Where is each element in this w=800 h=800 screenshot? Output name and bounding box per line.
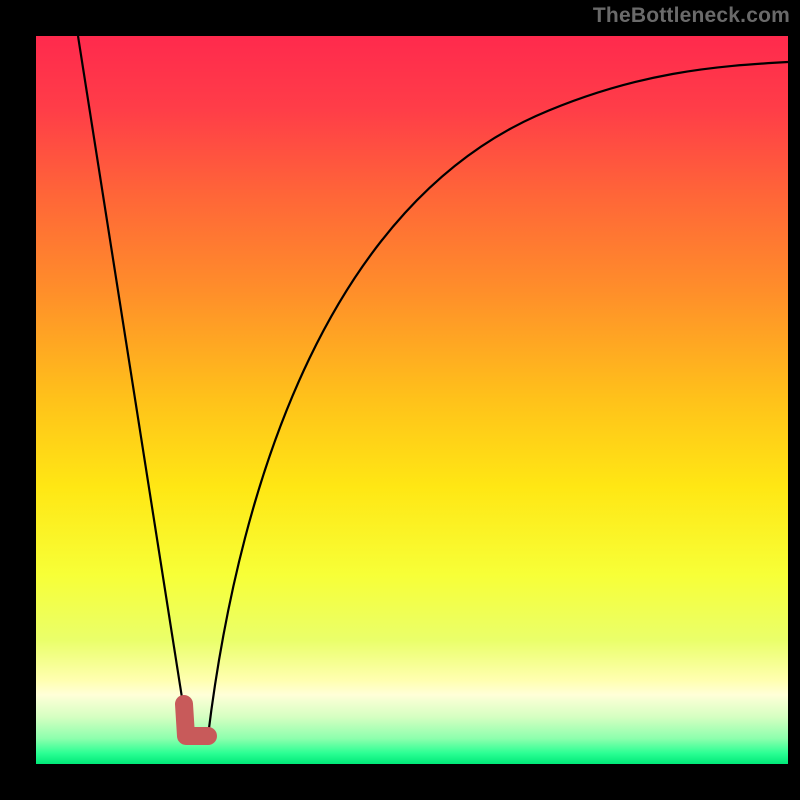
plot-area	[36, 36, 788, 764]
curves-overlay	[36, 36, 788, 764]
watermark-text: TheBottleneck.com	[593, 4, 790, 28]
chart-container: TheBottleneck.com	[0, 0, 800, 800]
right-asymptotic-curve	[208, 62, 788, 736]
left-descending-line	[78, 36, 188, 736]
valley-marker-j	[184, 704, 208, 736]
